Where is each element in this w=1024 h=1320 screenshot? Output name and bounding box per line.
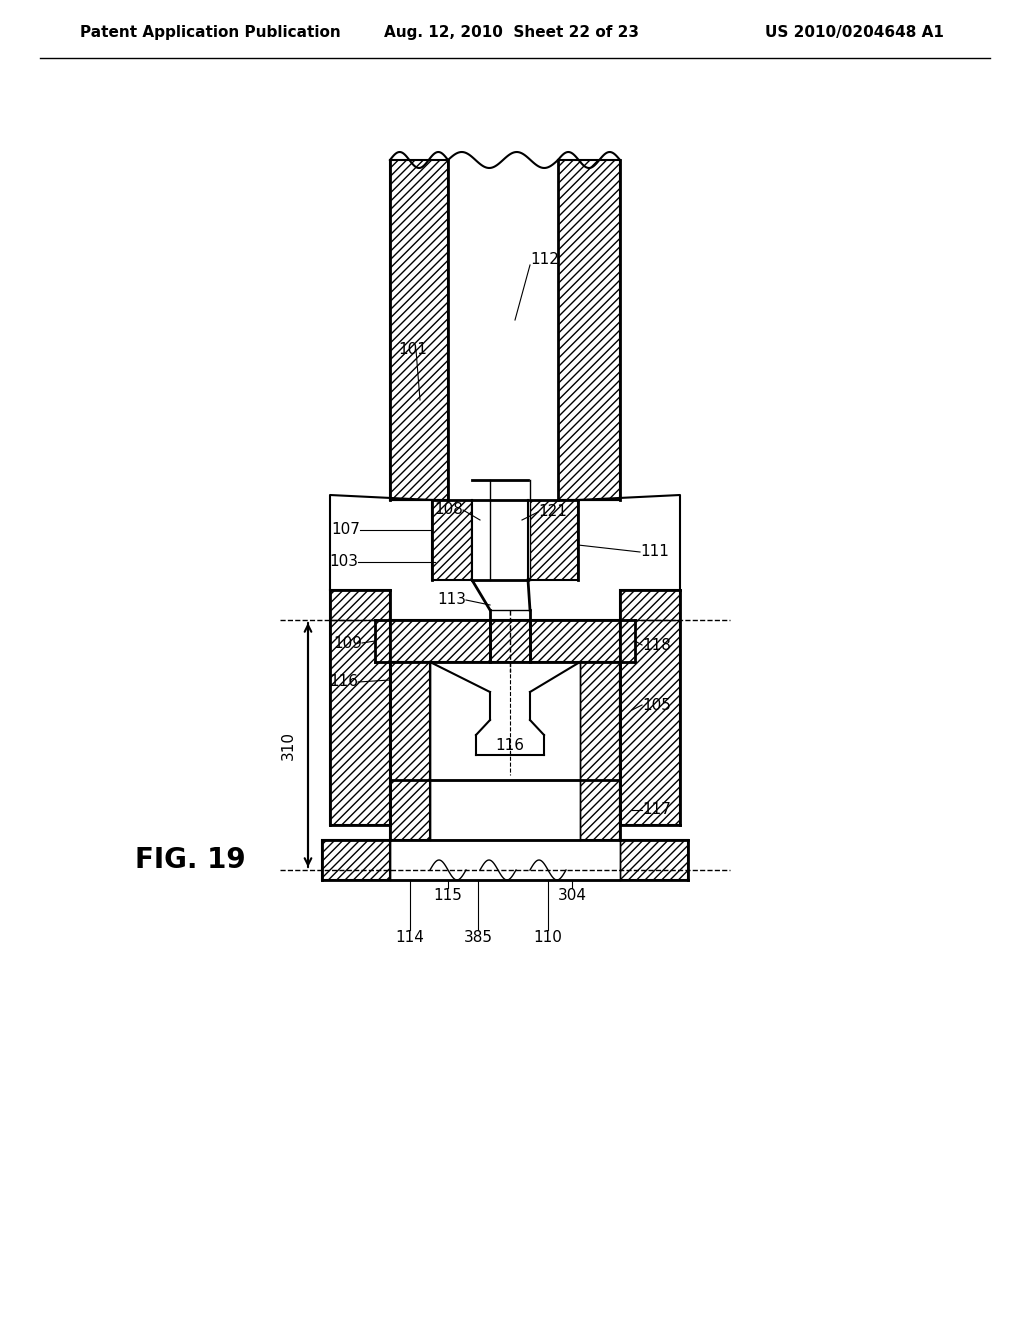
- Bar: [620, 590, 680, 825]
- Bar: [558, 160, 620, 500]
- Text: Aug. 12, 2010  Sheet 22 of 23: Aug. 12, 2010 Sheet 22 of 23: [384, 25, 640, 40]
- Bar: [390, 840, 620, 880]
- Text: 304: 304: [557, 888, 587, 903]
- Bar: [580, 663, 620, 840]
- Text: 105: 105: [642, 697, 671, 713]
- Bar: [472, 500, 528, 579]
- Text: 110: 110: [534, 931, 562, 945]
- Text: Patent Application Publication: Patent Application Publication: [80, 25, 341, 40]
- Text: 310: 310: [281, 730, 296, 759]
- Bar: [390, 663, 430, 840]
- Bar: [430, 663, 580, 840]
- Text: 115: 115: [433, 888, 463, 903]
- Bar: [620, 840, 688, 880]
- Bar: [322, 840, 390, 880]
- Text: 108: 108: [434, 503, 463, 517]
- Text: 118: 118: [642, 638, 671, 652]
- Text: 113: 113: [437, 593, 466, 607]
- Text: 103: 103: [329, 554, 358, 569]
- Text: 114: 114: [395, 931, 424, 945]
- Bar: [449, 160, 558, 500]
- Bar: [432, 500, 472, 579]
- Text: 385: 385: [464, 931, 493, 945]
- Text: 111: 111: [640, 544, 669, 560]
- Text: 116: 116: [496, 738, 524, 752]
- Bar: [472, 480, 528, 579]
- Text: 116: 116: [329, 675, 358, 689]
- Text: 109: 109: [333, 635, 362, 651]
- Text: US 2010/0204648 A1: US 2010/0204648 A1: [765, 25, 944, 40]
- Bar: [330, 590, 390, 825]
- Text: 121: 121: [538, 504, 567, 520]
- Bar: [528, 500, 578, 579]
- Text: 107: 107: [331, 523, 360, 537]
- Text: FIG. 19: FIG. 19: [135, 846, 246, 874]
- Text: 117: 117: [642, 803, 671, 817]
- Text: 112: 112: [530, 252, 559, 268]
- Bar: [375, 620, 635, 663]
- Bar: [490, 480, 530, 576]
- Text: 101: 101: [398, 342, 427, 358]
- Bar: [390, 160, 449, 500]
